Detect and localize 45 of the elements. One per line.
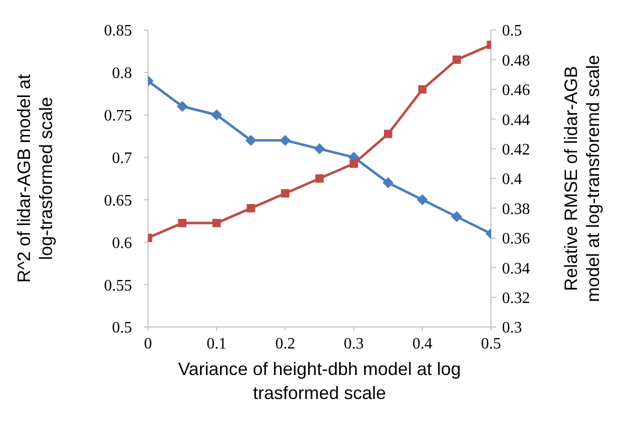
point — [246, 204, 256, 212]
point — [280, 134, 291, 146]
point — [384, 130, 392, 138]
point — [178, 218, 186, 228]
y-tick-label: 0.6 — [112, 234, 132, 252]
point — [211, 109, 222, 120]
y-tick-label: 0.55 — [104, 277, 132, 294]
y2-tick-label: 0.34 — [502, 260, 530, 278]
point — [281, 189, 290, 198]
point — [350, 159, 358, 168]
y-tick-label: 0.5 — [112, 320, 132, 337]
x-tick-label: 0.4 — [412, 335, 432, 352]
y-tick-label: 0.7 — [112, 150, 132, 167]
y2-tick-label: 0.32 — [502, 290, 530, 307]
x-tick-label: 0.5 — [481, 335, 501, 352]
y-tick-label: 0.75 — [104, 108, 132, 125]
x-tick-label: 0.2 — [275, 335, 296, 352]
y2-tick-label: 0.38 — [502, 200, 530, 218]
point — [418, 85, 427, 94]
x-axis-title: Variance of height-dbh model at log trasformed scale — [178, 359, 461, 403]
x-tick-label: 0.3 — [344, 335, 364, 352]
y2-tick-label: 0.42 — [502, 141, 530, 158]
y2-tick-label: 0.46 — [502, 82, 530, 100]
point — [212, 218, 221, 228]
y2-tick-label: 0.3 — [502, 320, 522, 337]
y-axis-title: R^2 of lidar-AGB model at log-trasformed scale — [14, 74, 56, 283]
y2-tick-label: 0.48 — [502, 52, 530, 70]
y-tick-label: 0.8 — [112, 65, 132, 82]
y-tick-label: 0.65 — [104, 192, 132, 210]
point — [451, 211, 462, 222]
y2-tick-label: 0.36 — [502, 230, 530, 248]
x-tick-label: 0 — [144, 335, 152, 352]
x-tick-label: 0.1 — [206, 335, 227, 352]
point — [452, 56, 461, 64]
point — [315, 174, 324, 183]
y2-tick-label: 0.4 — [502, 171, 522, 188]
y2-axis-title: Relative RMSE of lidar-AGB model at log-transforemd scale — [561, 54, 603, 302]
y-tick-label: 0.85 — [104, 22, 132, 40]
point — [416, 194, 428, 206]
point — [314, 143, 325, 154]
point — [176, 100, 188, 112]
y2-tick-label: 0.5 — [502, 22, 522, 40]
point — [245, 134, 256, 146]
y2-tick-label: 0.44 — [502, 112, 530, 129]
point — [382, 177, 394, 188]
